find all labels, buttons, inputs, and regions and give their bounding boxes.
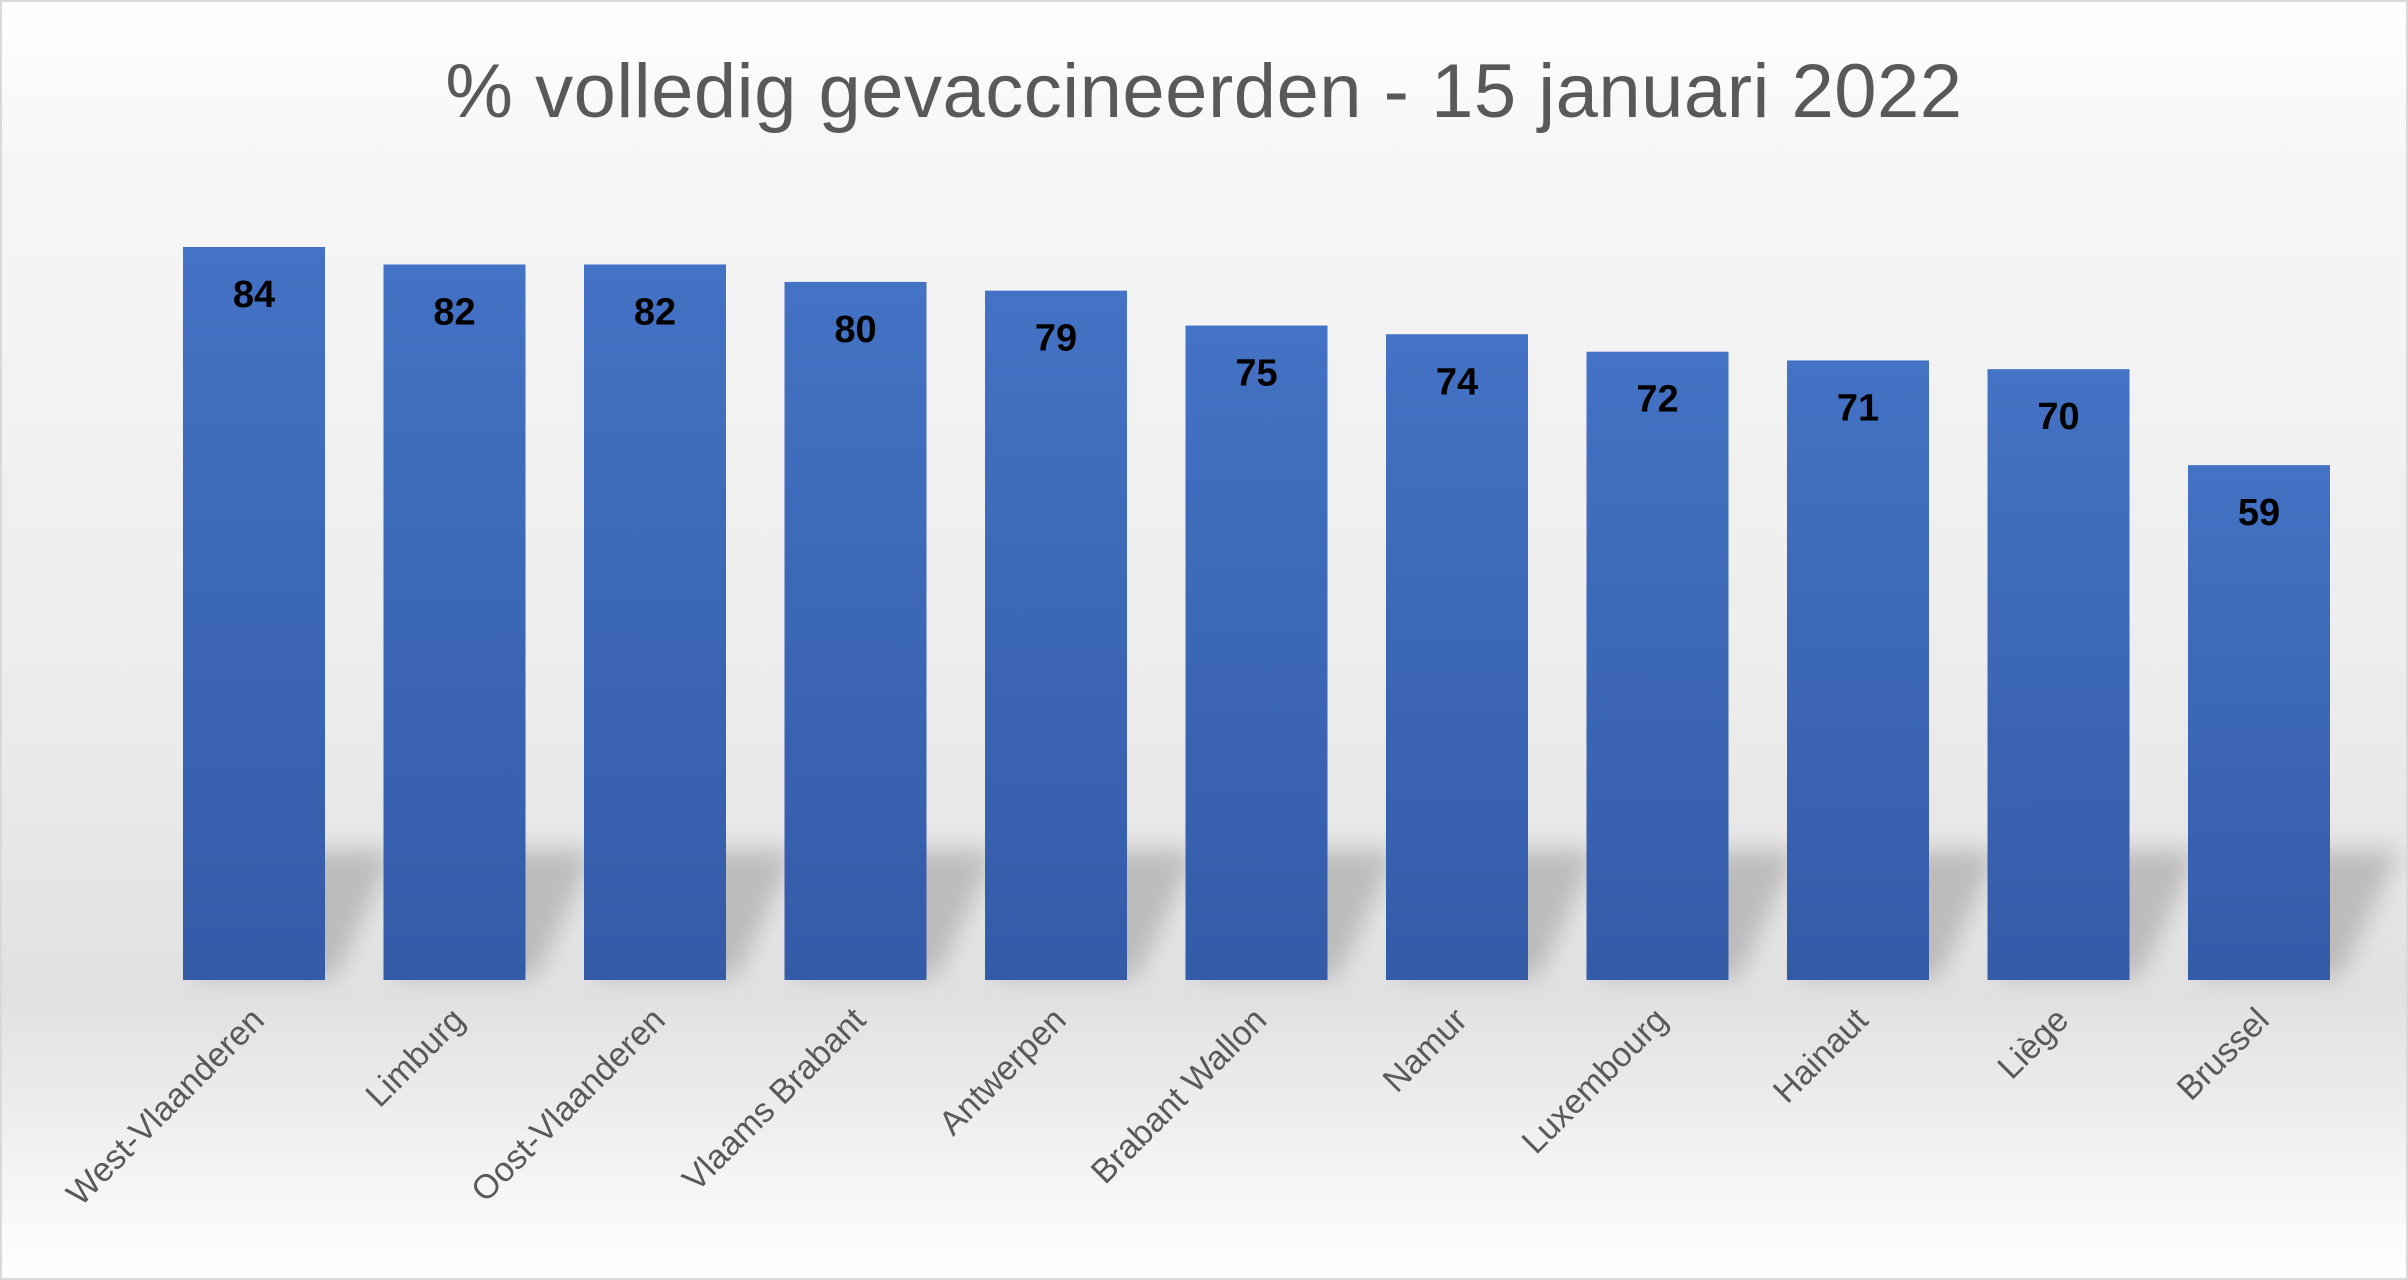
category-tick-label: Luxembourg xyxy=(1515,1001,1676,1162)
bar-li-ge xyxy=(1987,369,2130,981)
data-label: 80 xyxy=(834,309,876,351)
bar-luxembourg xyxy=(1586,351,1729,980)
bar-brussel xyxy=(2188,465,2330,980)
category-tick-label: Liège xyxy=(1990,1001,2076,1087)
data-label: 70 xyxy=(2037,396,2079,438)
category-tick-label: Brussel xyxy=(2170,1001,2277,1108)
bars xyxy=(183,247,2330,981)
bar-limburg xyxy=(383,264,526,980)
bar-vlaams-brabant xyxy=(784,281,927,980)
data-label: 75 xyxy=(1235,353,1277,395)
data-label: 59 xyxy=(2238,492,2280,534)
bar-oost-vlaanderen xyxy=(584,264,726,980)
bar-brabant-wallon xyxy=(1185,325,1328,980)
data-label: 82 xyxy=(634,291,676,333)
category-tick-label: West-Vlaanderen xyxy=(59,1001,271,1213)
category-tick-label: Hainaut xyxy=(1766,1000,1876,1110)
data-label: 74 xyxy=(1436,361,1478,403)
data-label: 82 xyxy=(433,291,475,333)
data-label: 71 xyxy=(1837,387,1879,429)
category-tick-label: Oost-Vlaanderen xyxy=(464,1001,673,1210)
bar-antwerpen xyxy=(985,290,1127,980)
category-tick-label: Antwerpen xyxy=(932,1001,1074,1143)
data-label: 79 xyxy=(1035,318,1077,360)
category-tick-label: Limburg xyxy=(358,1001,472,1115)
data-label: 72 xyxy=(1636,379,1678,421)
category-tick-label: Brabant Wallon xyxy=(1084,1001,1274,1191)
data-labels: 84 82 82 80 79 75 74 72 71 70 59 xyxy=(233,274,2280,534)
bar-hainaut xyxy=(1787,360,1929,980)
bar-west-vlaanderen xyxy=(183,247,325,980)
bar-namur xyxy=(1386,334,1528,980)
data-label: 84 xyxy=(233,274,275,316)
category-tick-label: Vlaams Brabant xyxy=(675,1000,873,1198)
category-tick-label: Namur xyxy=(1376,1001,1475,1100)
chart-title: % volledig gevaccineerden - 15 januari 2… xyxy=(445,49,1963,134)
